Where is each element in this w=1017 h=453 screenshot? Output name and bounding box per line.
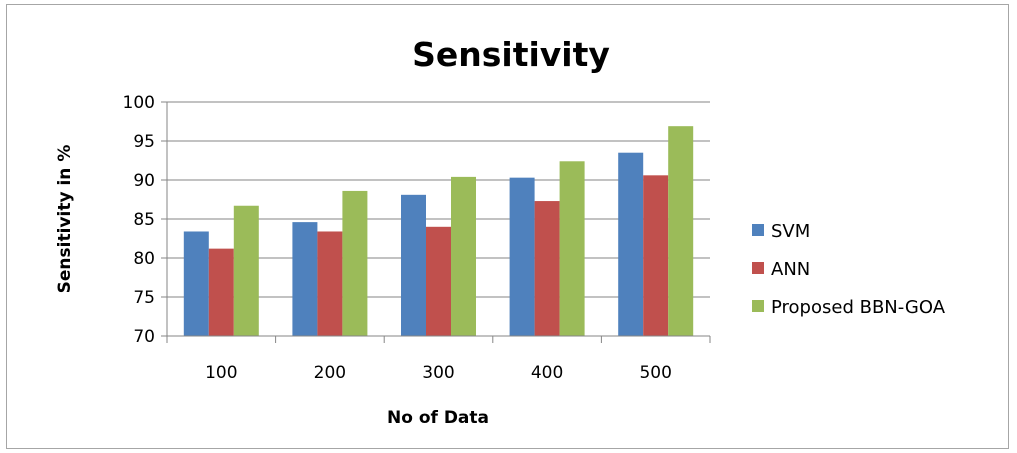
x-tick-label: 200 <box>314 363 346 383</box>
chart-title: Sensitivity <box>412 35 610 74</box>
legend-swatch <box>752 262 764 274</box>
y-tick-label: 70 <box>133 327 155 347</box>
x-tick-labels: 100 200 300 400 500 <box>205 363 672 383</box>
bars <box>183 126 694 337</box>
legend-swatch <box>752 300 764 312</box>
x-axis-label: No of Data <box>387 408 489 428</box>
y-axis-label: Sensitivity in % <box>55 145 75 294</box>
legend-label: SVM <box>771 221 810 242</box>
x-tick-label: 300 <box>422 363 454 383</box>
bar-proposed-bbn-goa-500 <box>668 126 694 337</box>
bar-svm-400 <box>509 177 535 336</box>
x-tick-label: 400 <box>531 363 563 383</box>
legend-label: Proposed BBN-GOA <box>771 297 946 318</box>
legend-swatch <box>752 224 764 236</box>
x-tick-label: 500 <box>639 363 671 383</box>
bar-proposed-bbn-goa-100 <box>233 205 259 336</box>
y-tick-label: 95 <box>133 132 155 152</box>
bar-proposed-bbn-goa-400 <box>559 161 585 336</box>
bar-svm-500 <box>618 152 644 336</box>
bar-ann-200 <box>317 231 343 336</box>
y-tick-label: 85 <box>133 210 155 230</box>
bar-ann-100 <box>208 248 234 336</box>
legend-label: ANN <box>771 259 810 280</box>
y-tick-label: 100 <box>123 93 155 113</box>
bar-proposed-bbn-goa-300 <box>451 176 476 336</box>
x-tick-label: 100 <box>205 363 237 383</box>
bar-svm-300 <box>401 194 426 336</box>
y-tick-label: 90 <box>133 171 155 191</box>
axes <box>161 101 711 343</box>
bar-ann-400 <box>534 201 560 336</box>
chart-frame <box>6 4 1009 449</box>
y-tick-label: 75 <box>133 288 155 308</box>
bar-ann-500 <box>643 175 669 336</box>
legend: SVM ANN Proposed BBN-GOA <box>752 221 946 318</box>
y-tick-label: 80 <box>133 249 155 269</box>
y-tick-labels: 70 75 80 85 90 95 100 <box>123 93 155 347</box>
bar-ann-300 <box>426 226 451 336</box>
bar-proposed-bbn-goa-200 <box>342 190 368 336</box>
bar-svm-100 <box>183 231 209 336</box>
bar-svm-200 <box>292 222 318 336</box>
